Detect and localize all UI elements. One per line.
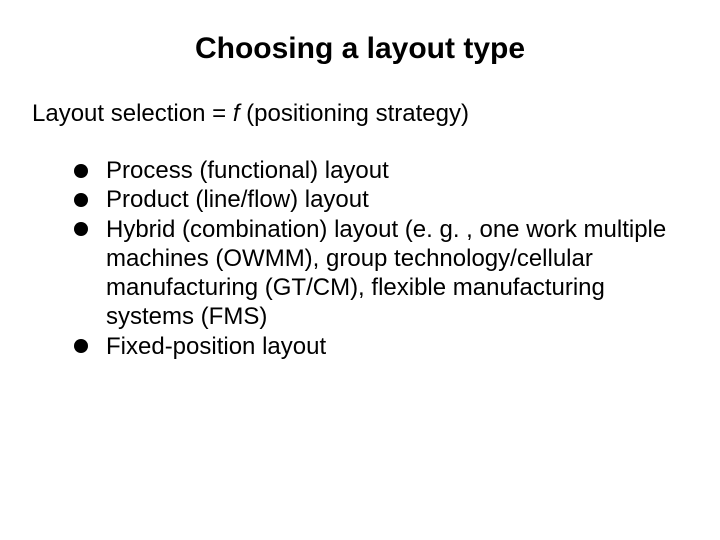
bullet-list: Process (functional) layout Product (lin… (32, 156, 688, 361)
list-item: Fixed-position layout (74, 332, 688, 361)
slide-subtitle: Layout selection = f (positioning strate… (32, 100, 688, 128)
list-item: Hybrid (combination) layout (e. g. , one… (74, 215, 688, 332)
list-item: Process (functional) layout (74, 156, 688, 185)
list-item: Product (line/flow) layout (74, 185, 688, 214)
slide-title: Choosing a layout type (32, 32, 688, 66)
subtitle-prefix: Layout selection = (32, 100, 233, 127)
slide: Choosing a layout type Layout selection … (0, 0, 720, 540)
subtitle-italic: f (233, 100, 246, 127)
subtitle-suffix: (positioning strategy) (246, 100, 469, 127)
